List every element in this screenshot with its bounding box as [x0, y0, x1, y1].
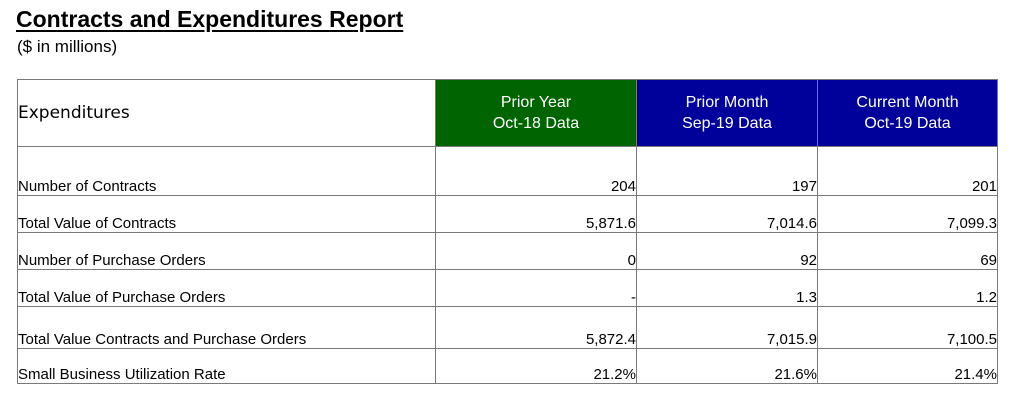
value-prior-month: 92 — [636, 232, 818, 270]
value-prior-year: 204 — [435, 158, 637, 196]
report-title: Contracts and Expenditures Report — [16, 6, 404, 32]
header-prior-month: Prior Month Sep-19 Data — [636, 79, 818, 147]
report-subtitle: ($ in millions) — [17, 37, 118, 56]
value-prior-month: 21.6% — [636, 348, 818, 384]
row-label: Number of Contracts — [17, 158, 436, 196]
header-prior-month-line1: Prior Month — [685, 94, 769, 111]
table-row-number-of-contracts: Number of Contracts 204 197 201 — [17, 158, 998, 196]
value-prior-month: 1.3 — [636, 269, 818, 307]
table-row-total-value-of-contracts: Total Value of Contracts 5,871.6 7,014.6… — [17, 195, 998, 233]
expenditures-table: Expenditures Prior Year Oct-18 Data Prio… — [17, 79, 998, 384]
table-row-total-value-of-purchase-orders: Total Value of Purchase Orders - 1.3 1.2 — [17, 269, 998, 307]
header-current-month: Current Month Oct-19 Data — [817, 79, 998, 147]
header-prior-year: Prior Year Oct-18 Data — [435, 79, 637, 147]
value-current-month: 7,100.5 — [817, 306, 998, 349]
row-label: Total Value of Purchase Orders — [17, 269, 436, 307]
spacer-cell — [435, 146, 637, 159]
value-current-month: 69 — [817, 232, 998, 270]
row-label: Number of Purchase Orders — [17, 232, 436, 270]
value-prior-month: 7,014.6 — [636, 195, 818, 233]
value-prior-year: 5,872.4 — [435, 306, 637, 349]
header-current-month-line1: Current Month — [856, 94, 959, 111]
value-prior-year: 0 — [435, 232, 637, 270]
header-expenditures: Expenditures — [17, 79, 436, 147]
spacer-cell — [636, 146, 818, 159]
value-current-month: 7,099.3 — [817, 195, 998, 233]
value-current-month: 21.4% — [817, 348, 998, 384]
spacer-row — [17, 146, 998, 159]
value-prior-month: 197 — [636, 158, 818, 196]
value-current-month: 1.2 — [817, 269, 998, 307]
value-prior-month: 7,015.9 — [636, 306, 818, 349]
value-prior-year: 21.2% — [435, 348, 637, 384]
row-label: Small Business Utilization Rate — [17, 348, 436, 384]
row-label: Total Value Contracts and Purchase Order… — [17, 306, 436, 349]
table-row-total-value-contracts-and-purchase-orders: Total Value Contracts and Purchase Order… — [17, 306, 998, 349]
table-header-row: Expenditures Prior Year Oct-18 Data Prio… — [17, 79, 998, 147]
value-current-month: 201 — [817, 158, 998, 196]
spacer-cell — [17, 146, 436, 159]
table-row-small-business-utilization-rate: Small Business Utilization Rate 21.2% 21… — [17, 348, 998, 384]
spacer-cell — [817, 146, 998, 159]
table-row-number-of-purchase-orders: Number of Purchase Orders 0 92 69 — [17, 232, 998, 270]
header-prior-year-line2: Oct-18 Data — [492, 115, 580, 132]
header-prior-year-line1: Prior Year — [500, 94, 572, 111]
row-label: Total Value of Contracts — [17, 195, 436, 233]
header-current-month-line2: Oct-19 Data — [864, 115, 951, 132]
header-prior-month-line2: Sep-19 Data — [682, 115, 772, 132]
value-prior-year: - — [435, 269, 637, 307]
value-prior-year: 5,871.6 — [435, 195, 637, 233]
